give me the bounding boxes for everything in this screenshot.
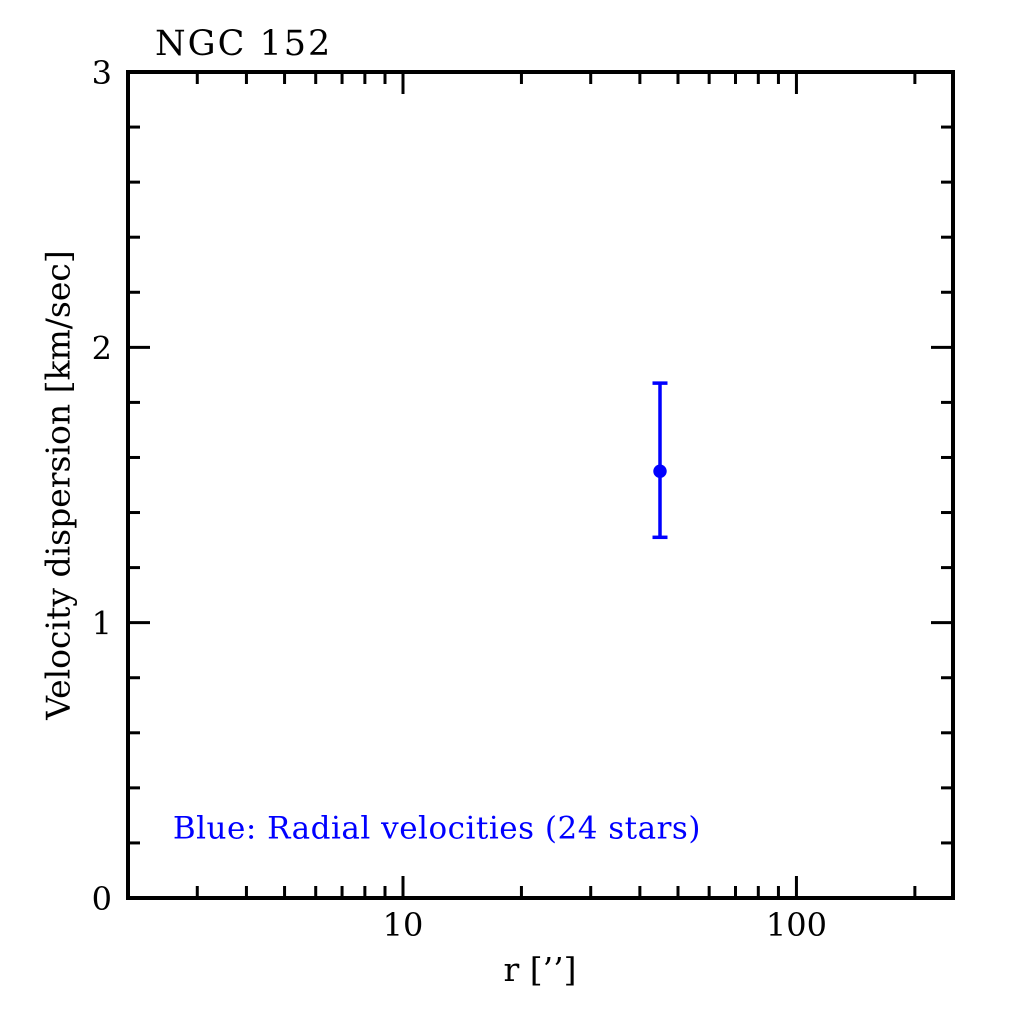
x-tick-label: 100 xyxy=(766,906,827,944)
x-axis-label: r [’’] xyxy=(503,950,577,989)
y-tick-label: 3 xyxy=(92,54,112,92)
data-point xyxy=(653,464,667,478)
plot-frame xyxy=(126,70,955,900)
chart-title: NGC 152 xyxy=(155,24,333,64)
y-tick-label: 0 xyxy=(92,880,112,918)
y-axis-label: Velocity dispersion [km/sec] xyxy=(38,250,78,720)
y-tick-label: 1 xyxy=(92,605,112,643)
series-annotation: Blue: Radial velocities (24 stars) xyxy=(172,810,701,847)
x-tick-label: 10 xyxy=(383,906,424,944)
y-tick-label: 2 xyxy=(92,329,112,367)
